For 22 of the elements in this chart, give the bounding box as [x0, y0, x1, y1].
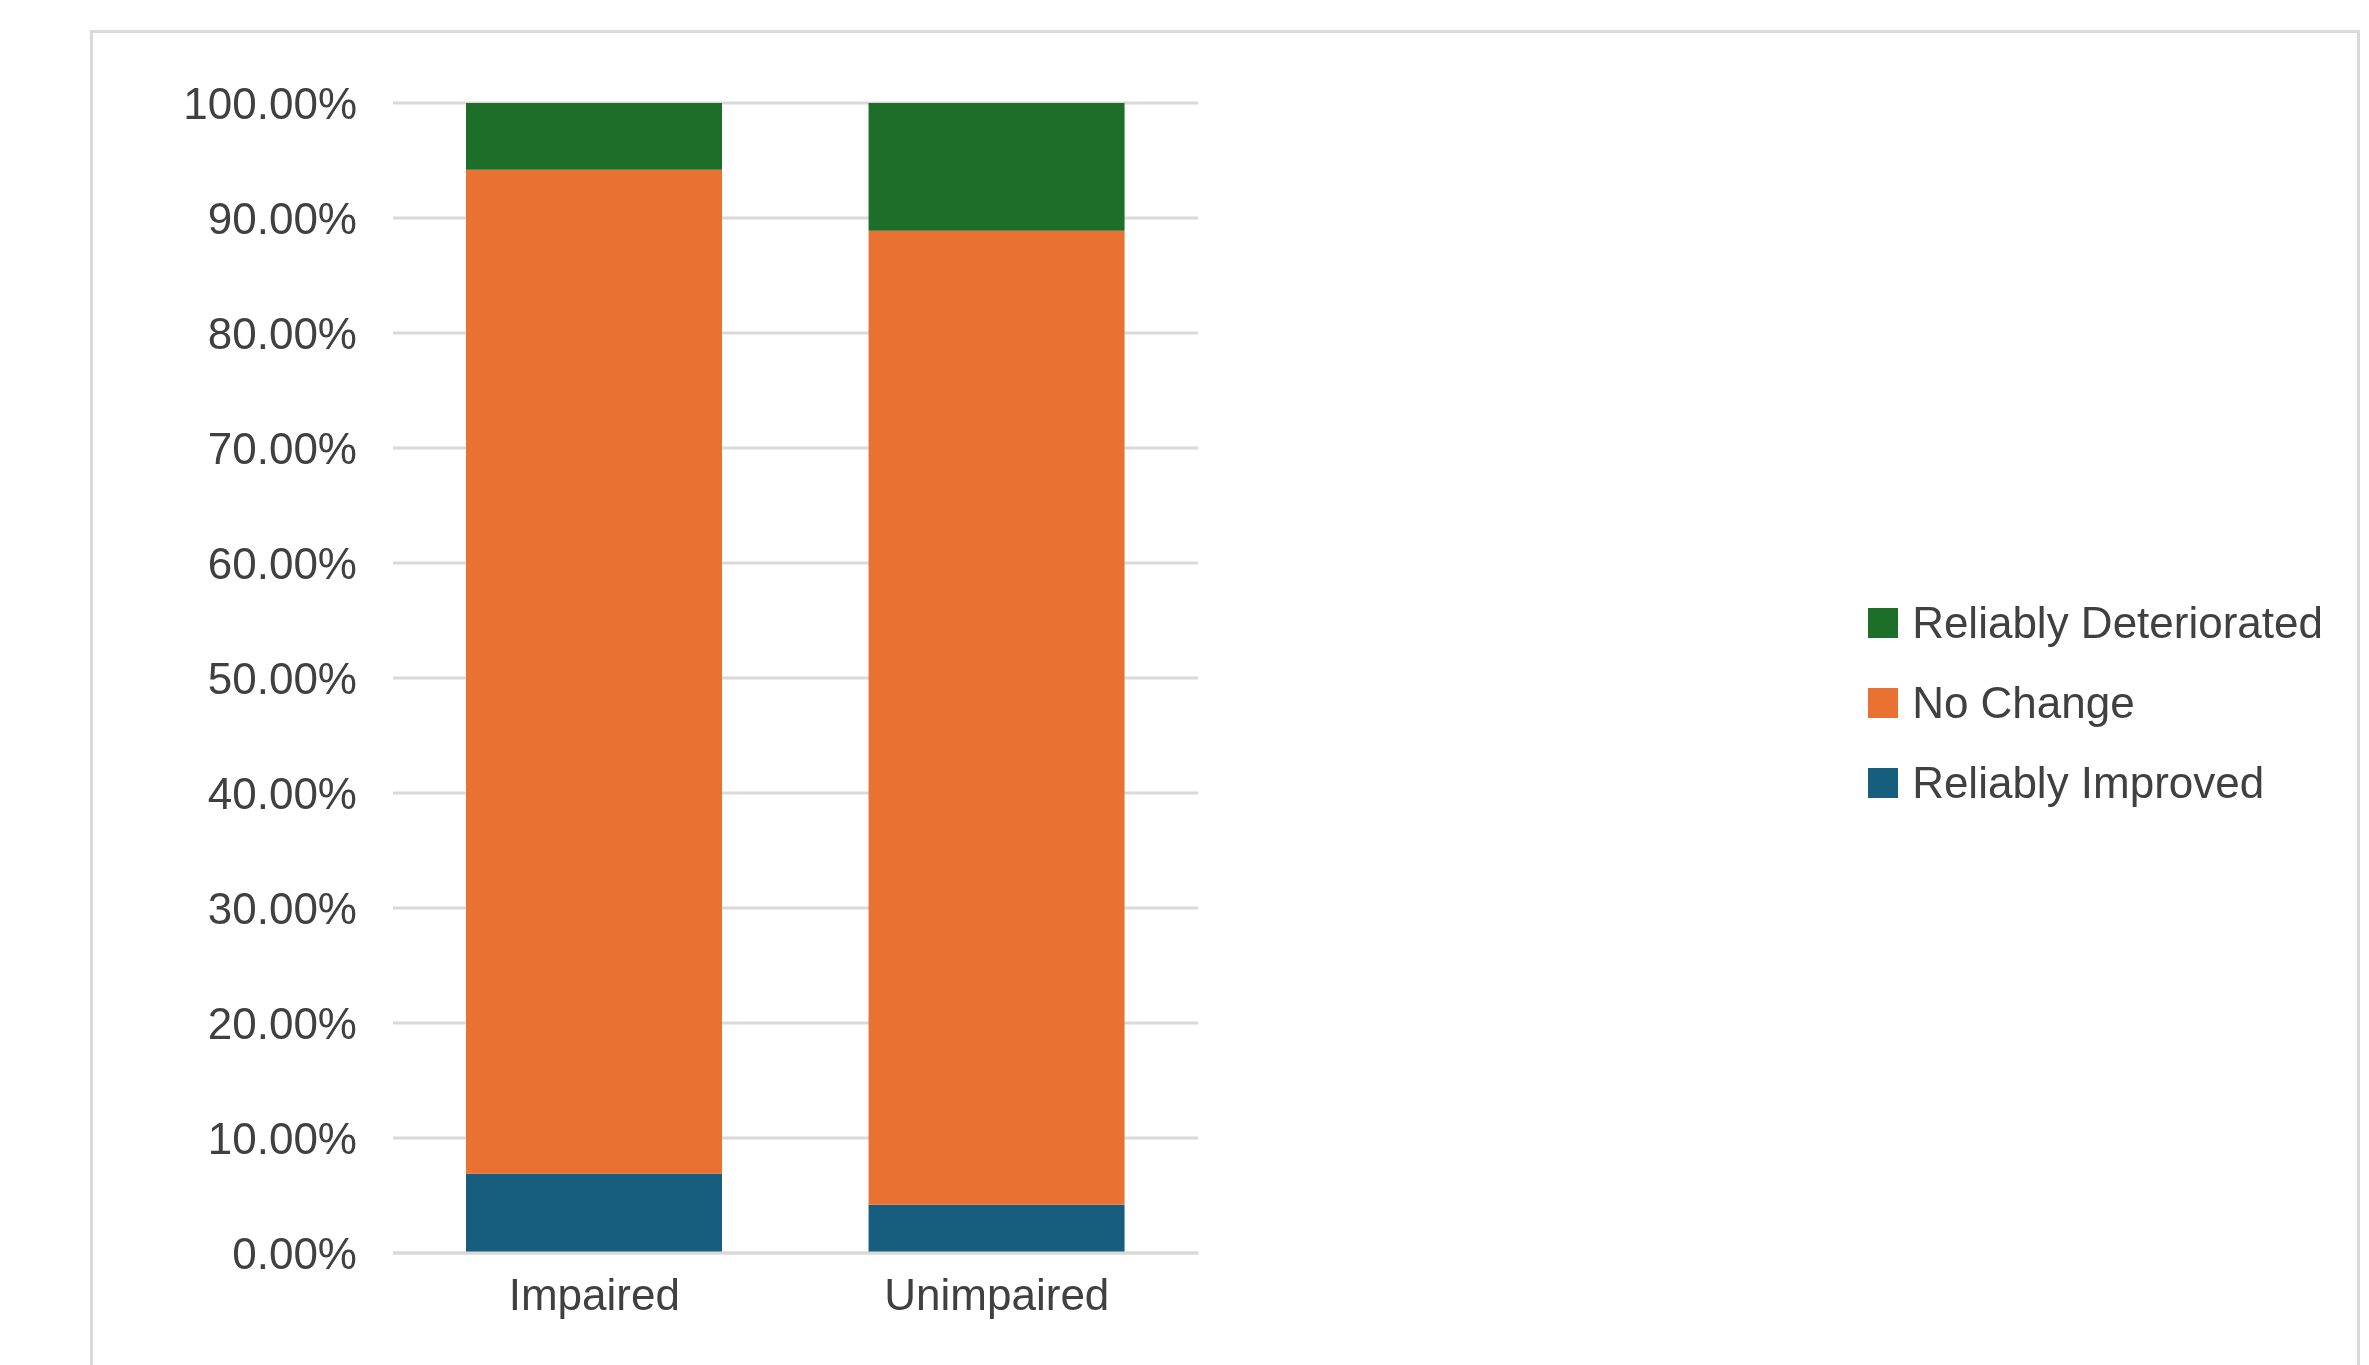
legend-label: Reliably Improved: [1912, 758, 2265, 808]
legend-label: No Change: [1912, 678, 2135, 728]
y-tick-label: 80.00%: [207, 308, 357, 358]
y-tick-label: 30.00%: [207, 883, 357, 933]
bar: [868, 103, 1125, 231]
bar: [868, 1204, 1125, 1253]
y-tick-label: 70.00%: [207, 423, 357, 473]
y-tick-label: 0.00%: [232, 1228, 357, 1278]
y-tick-label: 40.00%: [207, 768, 357, 818]
y-tick-label: 90.00%: [207, 193, 357, 243]
bar: [466, 103, 722, 170]
y-tick-label: 50.00%: [207, 653, 357, 703]
x-tick-label: Impaired: [508, 1270, 680, 1320]
y-tick-label: 60.00%: [207, 538, 357, 588]
legend-label: Reliably Deteriorated: [1912, 598, 2323, 648]
bar: [466, 169, 722, 1174]
x-tick-label: Unimpaired: [884, 1270, 1110, 1320]
y-tick-label: 10.00%: [207, 1113, 357, 1163]
y-tick-label: 100.00%: [183, 78, 357, 128]
bar: [466, 1173, 722, 1253]
y-tick-label: 20.00%: [207, 998, 357, 1048]
bar: [868, 230, 1125, 1205]
